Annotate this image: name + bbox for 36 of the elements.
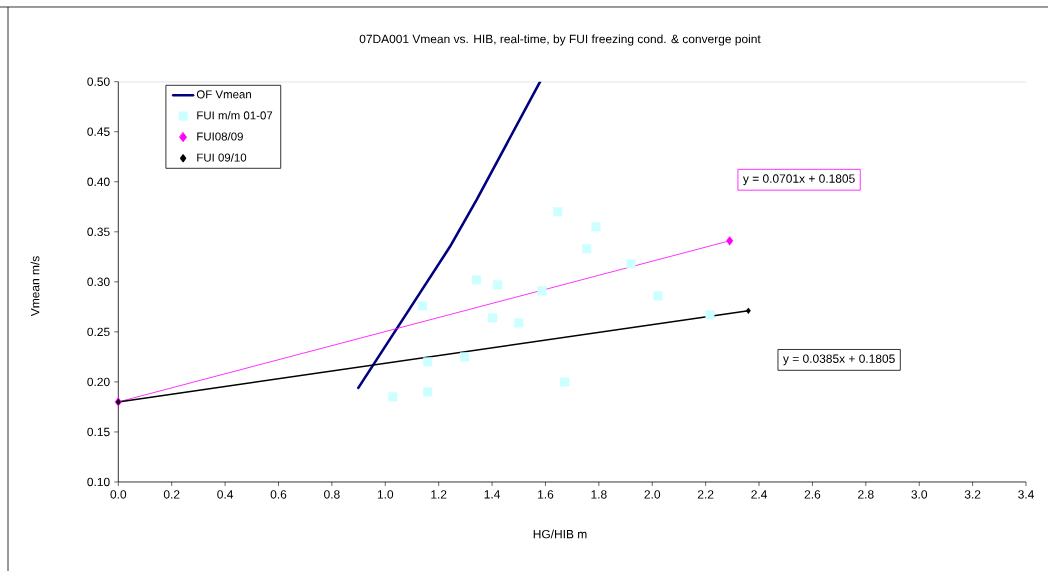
y-axis-title: Vmean m/s [30,256,40,317]
y-tick-label: 0.40 [87,177,110,186]
x-tick-label: 2.6 [804,490,821,499]
legend-label: FUI08/09 [197,132,243,141]
legend-label: FUI m/m 01-07 [197,111,273,120]
annotation: y = 0.0385x + 0.1805 [782,354,895,366]
x-tick-label: 0.2 [163,490,180,499]
legend-label: FUI 09/10 [197,153,247,162]
y-tick-label: 0.15 [87,427,110,437]
x-tick-label: 2.0 [644,490,661,499]
y-tick-label: 0.50 [87,77,110,86]
x-tick-label: 1.4 [484,490,501,499]
x-tick-label: 2.4 [751,490,767,499]
legend-label: OF Vmean [196,90,251,99]
y-tick-label: 0.10 [87,477,110,487]
x-tick-label: 1.6 [538,490,554,499]
x-axis-title: HG/HIB m [533,529,587,539]
x-tick-label: 1.2 [431,490,447,499]
x-tick-label: 3.0 [911,490,928,499]
x-tick-label: 3.4 [1018,490,1034,499]
x-tick-label: 1.0 [377,490,394,499]
x-tick-label: 0.0 [110,490,127,499]
y-tick-label: 0.25 [87,327,110,337]
y-tick-label: 0.45 [87,127,110,136]
chart-title: 07DA001 Vmean vs. HIB, real-time, by FUI freezing cond. & converge point [359,34,761,46]
x-tick-label: 0.8 [324,490,340,499]
x-tick-label: 2.8 [858,490,874,499]
y-tick-label: 0.20 [87,377,110,387]
y-tick-label: 0.30 [87,277,110,287]
x-tick-label: 0.6 [270,490,287,499]
x-tick-label: 2.2 [697,490,714,499]
x-tick-label: 0.4 [217,490,234,499]
x-tick-label: 3.2 [964,490,981,499]
annotation: y = 0.0701x + 0.1805 [742,174,855,186]
x-tick-label: 1.8 [591,490,607,499]
y-tick-label: 0.35 [87,227,110,237]
